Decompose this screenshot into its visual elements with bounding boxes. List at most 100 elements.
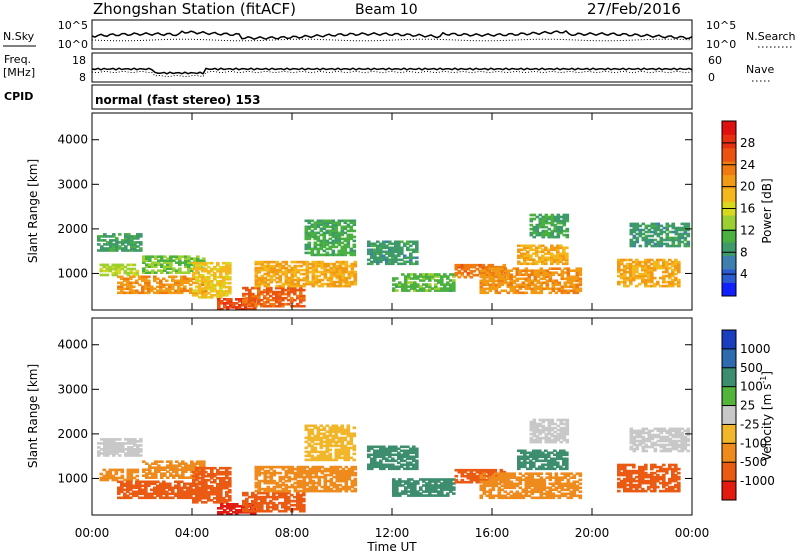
heatmap-cell-7: [305, 471, 310, 475]
heatmap-cell-12: [578, 273, 583, 277]
heatmap-cell-12: [530, 480, 535, 484]
heatmap-cell-0: [112, 452, 116, 455]
heatmap-cell-9: [382, 455, 386, 459]
heatmap-cell-7: [275, 264, 280, 268]
heatmap-cell-0: [139, 233, 143, 236]
heatmap-cell-7: [257, 268, 262, 272]
heatmap-cell-4: [204, 486, 208, 490]
heatmap-cell-7: [314, 282, 319, 286]
heatmap-cell-4: [228, 499, 232, 502]
heatmap-cell-12: [524, 285, 529, 289]
heatmap-cell-12: [482, 482, 487, 486]
heatmap-cell-7: [278, 479, 283, 483]
heatmap-cell-15: [629, 282, 633, 286]
heatmap-cell-2: [150, 289, 154, 293]
heatmap-cell-7: [293, 481, 298, 485]
heatmap-cell-4: [219, 287, 223, 291]
heatmap-cell-12: [488, 478, 493, 482]
heatmap-cell-8: [313, 438, 318, 442]
heatmap-cell-0: [100, 452, 104, 455]
heatmap-cell-12: [518, 287, 523, 291]
heatmap-cell-9: [376, 451, 380, 455]
heatmap-cell-9: [400, 457, 404, 461]
heatmap-cell-7: [320, 475, 325, 479]
heatmap-cell-0: [115, 448, 119, 451]
heatmap-cell-4: [192, 261, 196, 265]
heatmap-cell-5: [250, 308, 254, 310]
heatmap-cell-2: [135, 291, 139, 295]
heatmap-cell-13: [523, 252, 527, 256]
heatmap-cell-14: [550, 221, 555, 225]
heatmap-cell-14: [565, 227, 570, 231]
heatmap-cell-12: [479, 283, 484, 287]
heatmap-cell-8: [307, 434, 312, 438]
heatmap-cell-3: [142, 269, 146, 272]
heatmap-cell-3: [154, 460, 158, 463]
heatmap-cell-7: [266, 465, 271, 469]
heatmap-cell-2: [120, 285, 124, 289]
colorbar-segment: [722, 121, 736, 135]
heatmap-cell-14: [544, 217, 549, 221]
heatmap-cell-4: [204, 294, 208, 297]
heatmap-cell-10: [398, 480, 402, 483]
heatmap-cell-10: [440, 281, 444, 284]
heatmap-cell-9: [382, 465, 386, 469]
heatmap-cell-7: [353, 264, 358, 268]
power-colorbar-label: Power [dB]: [760, 178, 774, 243]
heatmap-cell-12: [539, 488, 544, 492]
heatmap-cell-8: [313, 245, 318, 249]
heatmap-cell-9: [409, 447, 413, 451]
heatmap-cell-15: [653, 266, 657, 270]
cpid-label: CPID: [4, 90, 33, 103]
heatmap-cell-7: [323, 272, 328, 276]
heatmap-cell-7: [311, 280, 316, 284]
heatmap-cell-11: [484, 470, 489, 474]
heatmap-cell-12: [554, 474, 559, 477]
heatmap-cell-4: [222, 275, 226, 279]
heatmap-cell-12: [479, 287, 484, 291]
heatmap-cell-15: [617, 282, 621, 286]
heatmap-cell-10: [392, 287, 396, 290]
heatmap-cell-7: [320, 272, 325, 276]
heatmap-cell-13: [541, 455, 545, 459]
heatmap-cell-8: [313, 227, 318, 231]
heatmap-cell-1: [117, 267, 122, 271]
heatmap-cell-9: [373, 254, 377, 258]
heatmap-cell-2: [144, 480, 148, 484]
heatmap-cell-2: [192, 492, 196, 496]
heatmap-cell-8: [319, 454, 324, 458]
heatmap-cell-4: [213, 501, 217, 504]
heatmap-cell-12: [542, 480, 547, 484]
heatmap-cell-7: [332, 284, 337, 288]
colorbar-tick-label: 20: [740, 180, 755, 194]
heatmap-cell-12: [521, 291, 526, 295]
heatmap-cell-12: [488, 492, 493, 496]
heatmap-cell-13: [556, 246, 560, 250]
heatmap-cell-7: [278, 489, 283, 493]
heatmap-cell-15: [641, 278, 645, 282]
heatmap-cell-14: [544, 215, 549, 219]
heatmap-cell-12: [506, 472, 511, 475]
heatmap-cell-1: [111, 474, 116, 478]
heatmap-cell-5: [235, 503, 239, 506]
heatmap-cell-12: [485, 281, 490, 285]
heatmap-cell-7: [311, 489, 316, 493]
heatmap-cell-1: [120, 263, 125, 267]
heatmap-cell-12: [566, 277, 571, 281]
heatmap-cell-10: [407, 482, 411, 485]
heatmap-cell-12: [563, 476, 568, 479]
heatmap-cell-15: [635, 264, 639, 268]
heatmap-cell-0: [115, 245, 119, 248]
heatmap-cell-7: [341, 475, 346, 479]
heatmap-cell-4: [204, 296, 208, 299]
heatmap-cell-16: [629, 228, 634, 232]
heatmap-cell-13: [532, 258, 536, 262]
heatmap-cell-8: [343, 227, 348, 231]
heatmap-cell-0: [139, 448, 143, 451]
heatmap-cell-2: [150, 285, 154, 289]
heatmap-cell-9: [394, 447, 398, 451]
heatmap-cell-2: [138, 490, 142, 494]
heatmap-cell-5: [229, 509, 233, 512]
heatmap-cell-16: [653, 244, 658, 248]
heatmap-cell-12: [491, 488, 496, 492]
